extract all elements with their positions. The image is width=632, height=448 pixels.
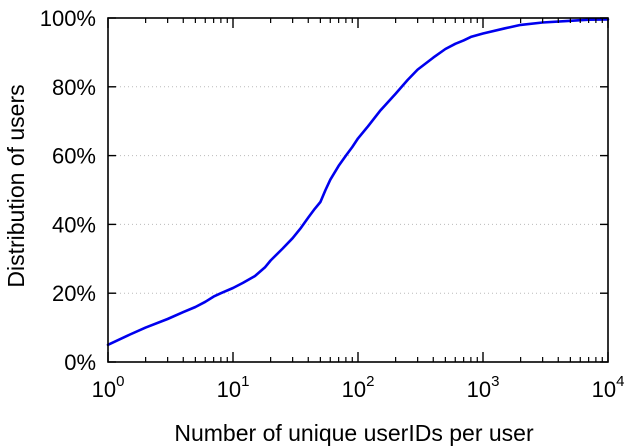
grid-lines	[108, 86, 608, 294]
y-tick-label: 100%	[40, 6, 96, 31]
x-tick-base: 10	[217, 377, 241, 402]
x-tick-base: 10	[92, 377, 116, 402]
x-tick-base: 10	[592, 377, 616, 402]
series-curve-group	[106, 18, 610, 347]
x-tick-label: 104	[592, 373, 625, 402]
x-tick-exponent: 1	[241, 373, 249, 390]
x-tick-base: 10	[342, 377, 366, 402]
x-tick-label: 102	[342, 373, 375, 402]
x-axis-label: Number of unique userIDs per user	[174, 420, 534, 446]
x-tick-label: 100	[92, 373, 125, 402]
x-tick-exponent: 4	[616, 373, 624, 390]
y-axis-ticks: 0% 20% 40% 60% 80% 100%	[40, 6, 608, 375]
x-tick-label: 103	[467, 373, 500, 402]
y-tick-label: 40%	[52, 212, 96, 237]
x-tick-exponent: 0	[116, 373, 124, 390]
series-line	[106, 18, 610, 347]
plot-frame	[107, 17, 609, 363]
x-axis-ticks: 100 101 102 103 104	[92, 18, 625, 402]
x-tick-exponent: 3	[491, 373, 499, 390]
x-tick-base: 10	[467, 377, 491, 402]
y-tick-label: 0%	[64, 350, 96, 375]
x-tick-exponent: 2	[366, 373, 374, 390]
y-tick-label: 80%	[52, 75, 96, 100]
y-axis-label: Distribution of users	[3, 84, 29, 287]
y-tick-label: 60%	[52, 144, 96, 169]
y-tick-label: 20%	[52, 281, 96, 306]
x-tick-label: 101	[217, 373, 250, 402]
